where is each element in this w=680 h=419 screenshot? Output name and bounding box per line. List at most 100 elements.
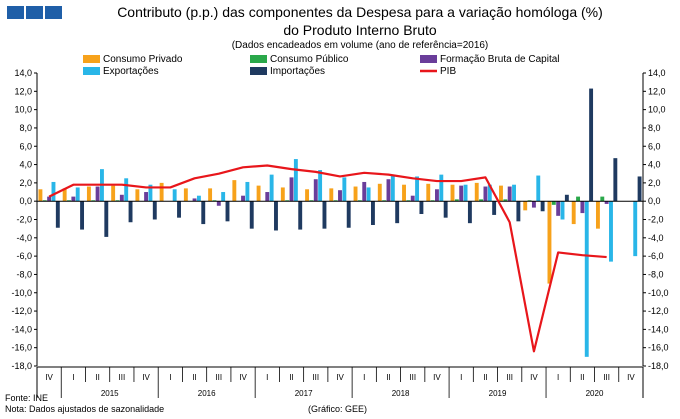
year-label: 2018 [392, 389, 410, 398]
year-label: 2016 [198, 389, 216, 398]
bar-consumo-p-blico [576, 196, 580, 202]
x-tick-label: III [409, 373, 416, 382]
bar-consumo-p-blico [600, 196, 605, 202]
y-tick-label-left: -14,0 [11, 324, 32, 334]
bar-consumo-privado [232, 180, 237, 202]
y-tick-label-right: -2,0 [648, 215, 664, 225]
legend-swatch [250, 55, 267, 63]
bar-exporta-es [196, 195, 201, 202]
x-tick-label: I [557, 373, 559, 382]
bar-importa-es [322, 201, 327, 229]
bar-forma-o-bruta-de-capital [556, 201, 561, 216]
bar-importa-es [225, 201, 230, 222]
bar-consumo-privado [595, 201, 600, 229]
bar-importa-es [492, 201, 497, 215]
bar-importa-es [613, 158, 618, 202]
x-tick-label: III [312, 373, 319, 382]
bar-forma-o-bruta-de-capital [95, 186, 100, 202]
bar-consumo-privado [523, 201, 528, 211]
bar-forma-o-bruta-de-capital [313, 179, 318, 202]
y-tick-label-left: -12,0 [11, 306, 32, 316]
bar-forma-o-bruta-de-capital [241, 195, 245, 202]
y-tick-label-left: -10,0 [11, 288, 32, 298]
chart-title-line2: do Produto Interno Bruto [283, 22, 437, 38]
bar-importa-es [443, 201, 448, 218]
bar-importa-es [249, 201, 254, 229]
bar-exporta-es [439, 174, 444, 202]
year-label: 2020 [586, 389, 604, 398]
y-tick-label-left: -18,0 [11, 361, 32, 371]
legend-swatch [250, 67, 267, 75]
bar-forma-o-bruta-de-capital [338, 190, 342, 202]
bar-forma-o-bruta-de-capital [265, 192, 270, 202]
y-tick-label-left: 6,0 [19, 141, 32, 151]
bar-consumo-privado [111, 185, 116, 202]
bar-exporta-es [390, 174, 395, 202]
bar-exporta-es [415, 176, 420, 202]
bar-forma-o-bruta-de-capital [216, 201, 221, 206]
bar-forma-o-bruta-de-capital [507, 186, 512, 202]
y-tick-label-right: -6,0 [648, 251, 664, 261]
bar-exporta-es [512, 184, 516, 202]
bar-consumo-privado [402, 184, 406, 202]
y-tick-label-left: 2,0 [19, 178, 32, 188]
x-tick-label: IV [239, 373, 247, 382]
bar-importa-es [564, 194, 569, 202]
y-tick-label-right: 4,0 [648, 160, 661, 170]
bar-exporta-es [124, 178, 129, 202]
y-tick-label-left: -16,0 [11, 343, 32, 353]
bar-importa-es [589, 88, 594, 202]
bar-forma-o-bruta-de-capital [386, 179, 391, 202]
bar-forma-o-bruta-de-capital [362, 181, 367, 202]
bar-consumo-privado [329, 188, 334, 202]
bar-forma-o-bruta-de-capital [47, 196, 52, 202]
y-tick-label-right: -14,0 [648, 324, 669, 334]
bar-exporta-es [148, 184, 153, 202]
x-tick-label: IV [45, 373, 53, 382]
bar-forma-o-bruta-de-capital [459, 185, 464, 202]
x-tick-label: I [460, 373, 462, 382]
adjustment-note: Nota: Dados ajustados de sazonalidade [5, 404, 165, 414]
y-tick-label-right: -12,0 [648, 306, 669, 316]
y-tick-label-right: 14,0 [648, 68, 666, 78]
legend-swatch [83, 67, 100, 75]
bar-importa-es [201, 201, 206, 225]
header-logo-block [7, 6, 24, 19]
bar-consumo-privado [280, 187, 285, 202]
y-tick-label-left: -8,0 [16, 269, 32, 279]
x-tick-label: IV [336, 373, 344, 382]
bar-exporta-es [609, 201, 613, 262]
legend-label: Formação Bruta de Capital [440, 54, 560, 65]
bar-exporta-es [366, 187, 371, 202]
bar-importa-es [274, 201, 278, 231]
x-tick-label: I [266, 373, 268, 382]
x-tick-label: III [603, 373, 610, 382]
bar-consumo-privado [547, 201, 552, 284]
x-tick-label: II [483, 373, 487, 382]
y-tick-label-left: 14,0 [14, 68, 32, 78]
bar-forma-o-bruta-de-capital [580, 201, 585, 214]
year-label: 2017 [295, 389, 313, 398]
bar-consumo-privado [183, 188, 188, 202]
bar-consumo-privado [426, 183, 431, 202]
bar-consumo-p-blico [503, 199, 508, 202]
y-tick-label-left: -4,0 [16, 233, 32, 243]
bar-exporta-es [487, 184, 492, 202]
y-tick-label-right: 8,0 [648, 123, 661, 133]
bar-consumo-privado [305, 189, 310, 202]
y-tick-label-right: 6,0 [648, 141, 661, 151]
y-tick-label-left: 8,0 [19, 123, 32, 133]
bar-forma-o-bruta-de-capital [604, 201, 609, 204]
legend-label: Consumo Público [270, 54, 349, 65]
y-tick-label-right: -16,0 [648, 343, 669, 353]
x-tick-label: III [215, 373, 222, 382]
legend-label: Importações [270, 66, 325, 77]
bar-exporta-es [172, 189, 177, 202]
bar-importa-es [419, 201, 424, 215]
chart-subtitle: (Dados encadeados em volume (ano de refe… [231, 40, 489, 51]
y-tick-label-left: -6,0 [16, 251, 32, 261]
bar-importa-es [370, 201, 375, 225]
bar-consumo-privado [159, 182, 164, 202]
header-logo-block [45, 6, 62, 19]
